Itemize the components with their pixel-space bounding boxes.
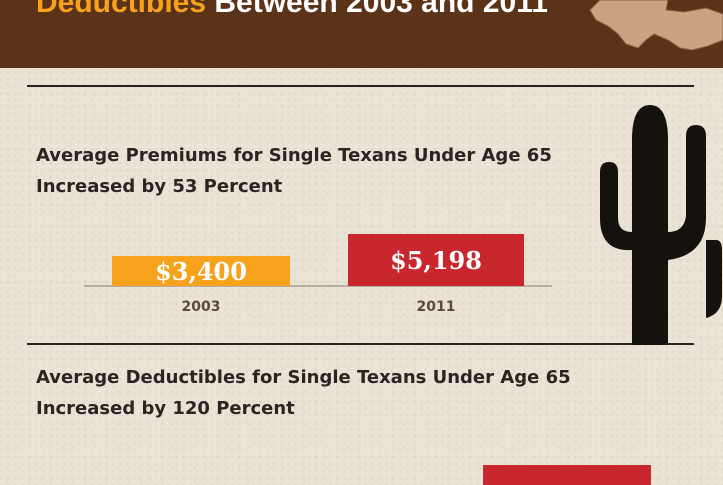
header-banner: Deductibles Between 2003 and 2011 — [0, 0, 723, 68]
premiums-section-title: Average Premiums for Single Texans Under… — [36, 140, 596, 202]
texas-map-icon — [589, 0, 723, 51]
deductibles-title-line2: Increased by 120 Percent — [36, 398, 295, 419]
deductibles-bar-partial — [483, 465, 651, 485]
divider-top — [27, 85, 694, 87]
divider-middle — [27, 343, 694, 345]
page-title: Deductibles Between 2003 and 2011 — [36, 0, 548, 20]
year-label-2011: 2011 — [417, 299, 456, 315]
page-title-rest: Between 2003 and 2011 — [206, 0, 548, 19]
year-label-2003: 2003 — [182, 299, 221, 315]
bar-2011 — [348, 234, 524, 286]
cactus-icon — [600, 105, 722, 345]
page-title-highlight: Deductibles — [36, 0, 207, 19]
bar-value-label-2003: $3,400 — [155, 257, 247, 286]
premiums-title-line1: Average Premiums for Single Texans Under… — [36, 145, 552, 166]
deductibles-section-title: Average Deductibles for Single Texans Un… — [36, 362, 596, 424]
bar-value-label-2011: $5,198 — [390, 246, 482, 275]
bar-2003 — [112, 256, 290, 286]
deductibles-title-line1: Average Deductibles for Single Texans Un… — [36, 367, 571, 388]
premiums-title-line2: Increased by 53 Percent — [36, 176, 283, 197]
